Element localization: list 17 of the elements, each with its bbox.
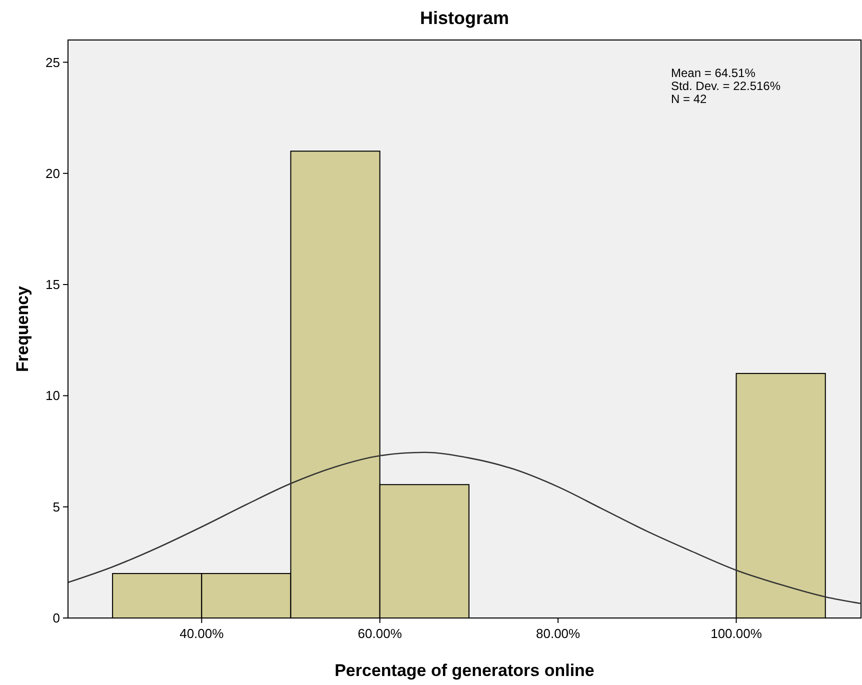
line-series: [68, 452, 861, 604]
y-tick-label: 20: [46, 166, 60, 181]
x-tick-label: 100.00%: [710, 626, 762, 641]
annotation: Std. Dev. = 22.516%: [671, 79, 781, 93]
x-tick-label: 40.00%: [180, 626, 224, 641]
x-axis-title: Percentage of generators online: [334, 661, 594, 680]
x-tick-label: 60.00%: [358, 626, 402, 641]
y-tick-label: 5: [52, 499, 60, 514]
chart-title: Histogram: [420, 8, 510, 28]
annotation: Mean = 64.51%: [671, 66, 756, 80]
y-axis-title: Frequency: [13, 285, 32, 372]
y-tick-label: 25: [46, 54, 60, 70]
y-tick-label: 0: [52, 610, 60, 626]
y-tick-label: 15: [46, 277, 60, 292]
x-tick-label: 80.00%: [536, 626, 581, 641]
y-tick-label: 10: [46, 388, 60, 404]
annotation: N = 42: [671, 92, 708, 106]
